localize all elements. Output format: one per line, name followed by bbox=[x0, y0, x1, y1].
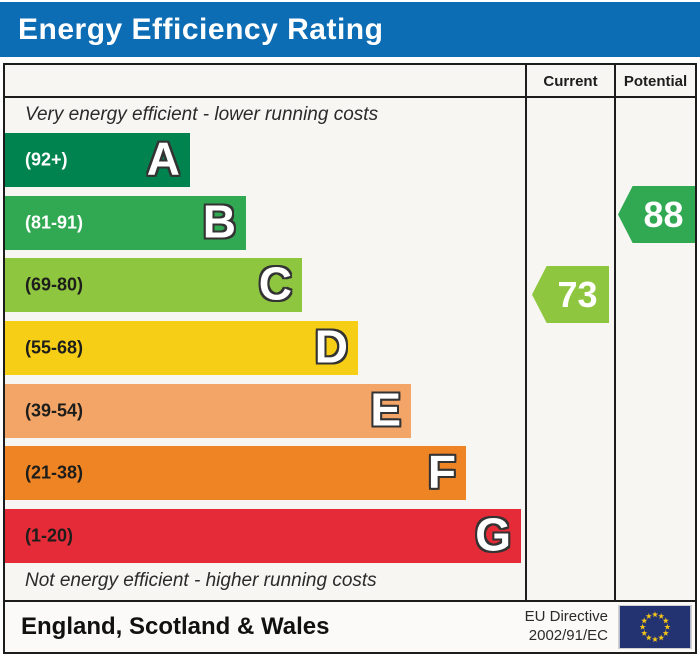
table-header-row: Current Potential bbox=[5, 65, 695, 98]
band-row-g: (1-20) G bbox=[5, 508, 521, 563]
band-range: (81-91) bbox=[25, 212, 84, 233]
chart-body: Very energy efficient - lower running co… bbox=[5, 100, 525, 598]
band-letter: G bbox=[475, 508, 511, 561]
title-bar: Energy Efficiency Rating bbox=[0, 2, 700, 57]
band-row-c: (69-80) C bbox=[5, 257, 302, 312]
band-letter: E bbox=[370, 383, 401, 436]
band-letter: A bbox=[146, 132, 180, 185]
eu-directive-label: EU Directive 2002/91/EC bbox=[525, 608, 608, 646]
column-divider bbox=[525, 65, 527, 600]
band-range: (55-68) bbox=[25, 337, 84, 358]
band-row-e: (39-54) E bbox=[5, 383, 411, 438]
current-column-header: Current bbox=[543, 73, 598, 90]
band-row-b: (81-91) B bbox=[5, 195, 246, 250]
eu-directive-line2: 2002/91/EC bbox=[528, 627, 608, 644]
band-row-f: (21-38) F bbox=[5, 445, 466, 500]
eu-flag-icon bbox=[618, 605, 692, 649]
band-range: (1-20) bbox=[25, 525, 74, 546]
band-range: (69-80) bbox=[25, 274, 84, 295]
current-rating-value: 73 bbox=[557, 273, 598, 315]
region-label: England, Scotland & Wales bbox=[21, 613, 330, 640]
band-range: (92+) bbox=[25, 149, 68, 170]
efficiency-note-bottom: Not energy efficient - higher running co… bbox=[25, 570, 377, 591]
band-row-a: (92+) A bbox=[5, 132, 190, 187]
page-title: Energy Efficiency Rating bbox=[18, 12, 384, 46]
column-divider bbox=[614, 65, 616, 600]
rating-table: Current Potential Very energy efficient … bbox=[3, 63, 697, 654]
band-letter: D bbox=[314, 320, 348, 373]
eu-directive-line1: EU Directive bbox=[524, 608, 608, 626]
band-letter: B bbox=[202, 195, 236, 248]
band-letter: C bbox=[258, 257, 292, 310]
potential-rating-arrow: 88 bbox=[618, 186, 695, 243]
footer-row: England, Scotland & Wales EU Directive 2… bbox=[5, 600, 695, 652]
potential-rating-value: 88 bbox=[643, 193, 684, 235]
efficiency-note-top: Very energy efficient - lower running co… bbox=[25, 104, 379, 125]
band-range: (21-38) bbox=[25, 462, 84, 483]
band-range: (39-54) bbox=[25, 400, 84, 421]
band-row-d: (55-68) D bbox=[5, 320, 358, 375]
current-rating-arrow: 73 bbox=[532, 266, 609, 323]
potential-column-header: Potential bbox=[623, 73, 688, 90]
band-letter: F bbox=[427, 445, 456, 498]
